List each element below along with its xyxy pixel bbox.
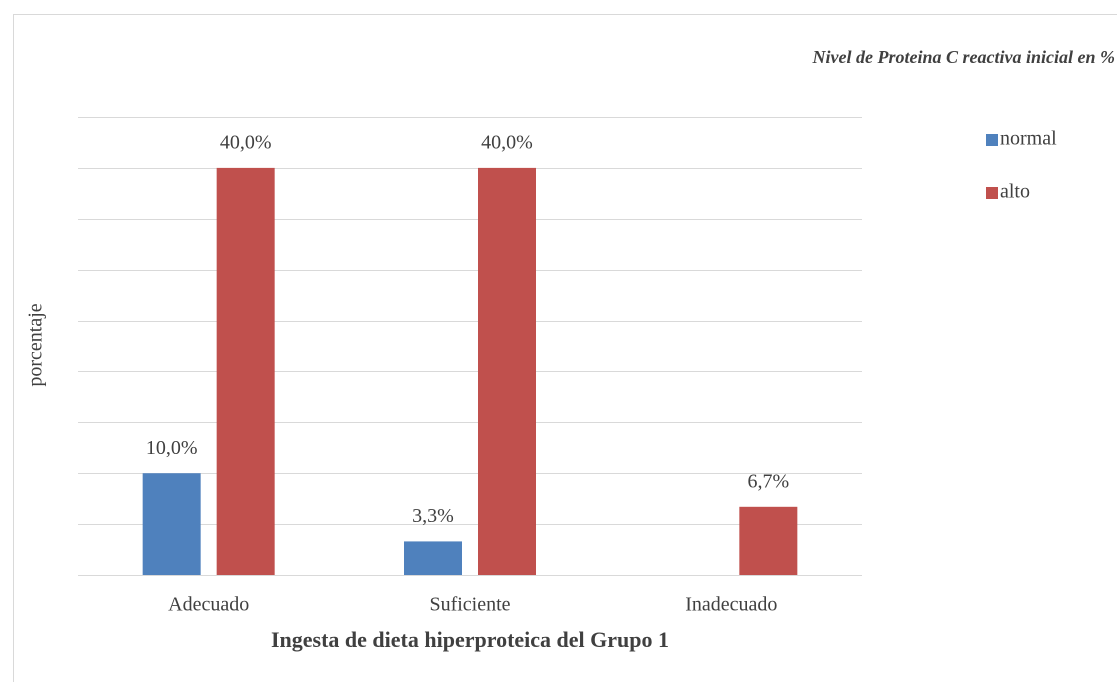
data-label: 10,0%	[146, 437, 198, 459]
chart-border	[13, 14, 1117, 682]
legend-label: normal	[1000, 128, 1057, 150]
y-axis-title: porcentaje	[25, 303, 47, 386]
data-label: 6,7%	[747, 470, 789, 492]
x-tick-label: Suficiente	[429, 594, 510, 616]
data-label: 3,3%	[412, 505, 454, 527]
x-axis-title: Ingesta de dieta hiperproteica del Grupo…	[271, 627, 669, 652]
bar	[216, 167, 275, 575]
legend-label: alto	[1000, 181, 1030, 203]
x-tick-label: Adecuado	[168, 594, 249, 616]
legend-swatch	[986, 187, 998, 199]
x-tick-label: Inadecuado	[685, 594, 777, 616]
bar	[739, 506, 798, 575]
legend-title: Nivel de Proteina C reactiva inicial en …	[812, 47, 1115, 67]
bar	[478, 167, 536, 575]
data-label: 40,0%	[481, 131, 533, 153]
legend-swatch	[986, 134, 998, 146]
data-label: 40,0%	[220, 131, 272, 153]
bar	[404, 541, 462, 575]
bar	[142, 473, 201, 575]
